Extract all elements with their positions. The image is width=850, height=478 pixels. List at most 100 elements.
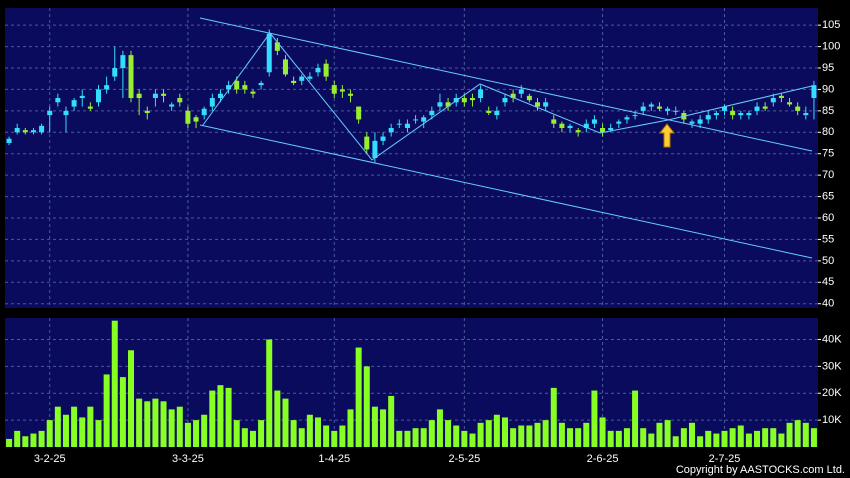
candle-body: [380, 136, 386, 141]
y-tick-label: 65: [822, 190, 834, 202]
volume-bar: [30, 433, 37, 447]
candle-body: [413, 119, 419, 121]
candle-body: [591, 119, 597, 124]
candle-body: [185, 110, 191, 124]
candle-body: [730, 110, 736, 116]
x-tick-label: 2-5-25: [448, 453, 480, 465]
candle-body: [217, 93, 223, 98]
volume-bar: [290, 420, 297, 447]
candle-body: [811, 85, 817, 98]
y-tick-label: 100: [822, 40, 840, 52]
x-tick-label: 3-3-25: [172, 453, 204, 465]
volume-bar: [412, 428, 419, 447]
candle-body: [112, 68, 118, 77]
candle-body: [624, 117, 630, 120]
volume-bar: [493, 414, 500, 447]
x-tick-label: 3-2-25: [34, 453, 66, 465]
y-tick-label: 30K: [822, 360, 842, 372]
volume-bar: [648, 433, 655, 447]
volume-bar: [249, 430, 256, 447]
candle-body: [469, 98, 475, 101]
candle-body: [705, 115, 711, 120]
candle-body: [445, 102, 451, 107]
volume-bar: [95, 420, 102, 447]
y-tick-label: 40K: [822, 333, 842, 345]
volume-bar: [615, 430, 622, 447]
candle-body: [209, 98, 215, 107]
candle-body: [396, 123, 402, 125]
volume-bar: [786, 422, 793, 447]
volume-bar: [729, 428, 736, 447]
candle-body: [762, 106, 768, 109]
y-tick-label: 20K: [822, 387, 842, 399]
trend-lines: [199, 17, 813, 259]
volume-bar: [762, 428, 769, 447]
candle-body: [161, 93, 167, 96]
volume-bar: [371, 406, 378, 447]
volume-bar: [485, 420, 492, 447]
volume-bar: [209, 390, 216, 447]
candle-body: [71, 100, 77, 107]
volume-bar: [152, 398, 159, 447]
volume-bar: [6, 438, 13, 447]
candle-body: [22, 130, 28, 133]
candle-body: [55, 98, 61, 103]
candle-body: [575, 130, 581, 133]
candle-body: [307, 76, 313, 79]
volume-bar: [38, 430, 45, 447]
volume-bar: [550, 387, 557, 447]
price-panel: [5, 8, 818, 308]
candle-body: [656, 106, 662, 109]
candle-body: [323, 63, 329, 77]
volume-bar: [575, 428, 582, 447]
channel-lower: [199, 124, 813, 259]
candle-body: [437, 102, 443, 107]
candle-body: [14, 128, 20, 133]
volume-bar: [282, 398, 289, 447]
volume-bar: [591, 390, 598, 447]
volume-bar: [810, 428, 817, 447]
candle-body: [128, 55, 134, 98]
candle-body: [795, 106, 801, 111]
volume-bar: [567, 428, 574, 447]
volume-bar: [111, 320, 118, 447]
volume-bar: [87, 406, 94, 447]
volume-bar: [680, 428, 687, 447]
candle-body: [502, 98, 508, 103]
volume-bar: [664, 420, 671, 447]
volume-bar: [721, 430, 728, 447]
candle-body: [6, 138, 12, 143]
candle-body: [30, 130, 36, 133]
volume-bar: [136, 398, 143, 447]
volume-bar: [518, 425, 525, 447]
candle-body: [665, 108, 671, 111]
candle-body: [778, 95, 784, 98]
x-tick-label: 2-7-25: [709, 453, 741, 465]
y-tick-label: 85: [822, 105, 834, 117]
grid: [5, 8, 821, 447]
volume-bar: [22, 436, 29, 447]
volume-bar: [794, 420, 801, 447]
candle-body: [673, 110, 679, 112]
volume-bar: [469, 433, 476, 447]
y-tick-label: 80: [822, 126, 834, 138]
volume-bar: [583, 422, 590, 447]
candle-body: [136, 93, 142, 98]
candle-body: [461, 98, 467, 103]
candle-body: [364, 136, 370, 150]
candle-body: [543, 102, 549, 107]
volume-bar: [380, 409, 387, 447]
candle-body: [510, 93, 516, 98]
volume-bar: [315, 417, 322, 447]
candle-body: [608, 128, 614, 131]
candle-body: [348, 93, 354, 96]
volume-bar: [339, 425, 346, 447]
volume-bar: [778, 433, 785, 447]
volume-bar: [347, 409, 354, 447]
volume-bar: [461, 430, 468, 447]
volume-bar: [599, 417, 606, 447]
candle-body: [478, 89, 484, 98]
volume-bar: [168, 409, 175, 447]
volume-bar: [542, 420, 549, 447]
volume-bar: [46, 420, 53, 447]
